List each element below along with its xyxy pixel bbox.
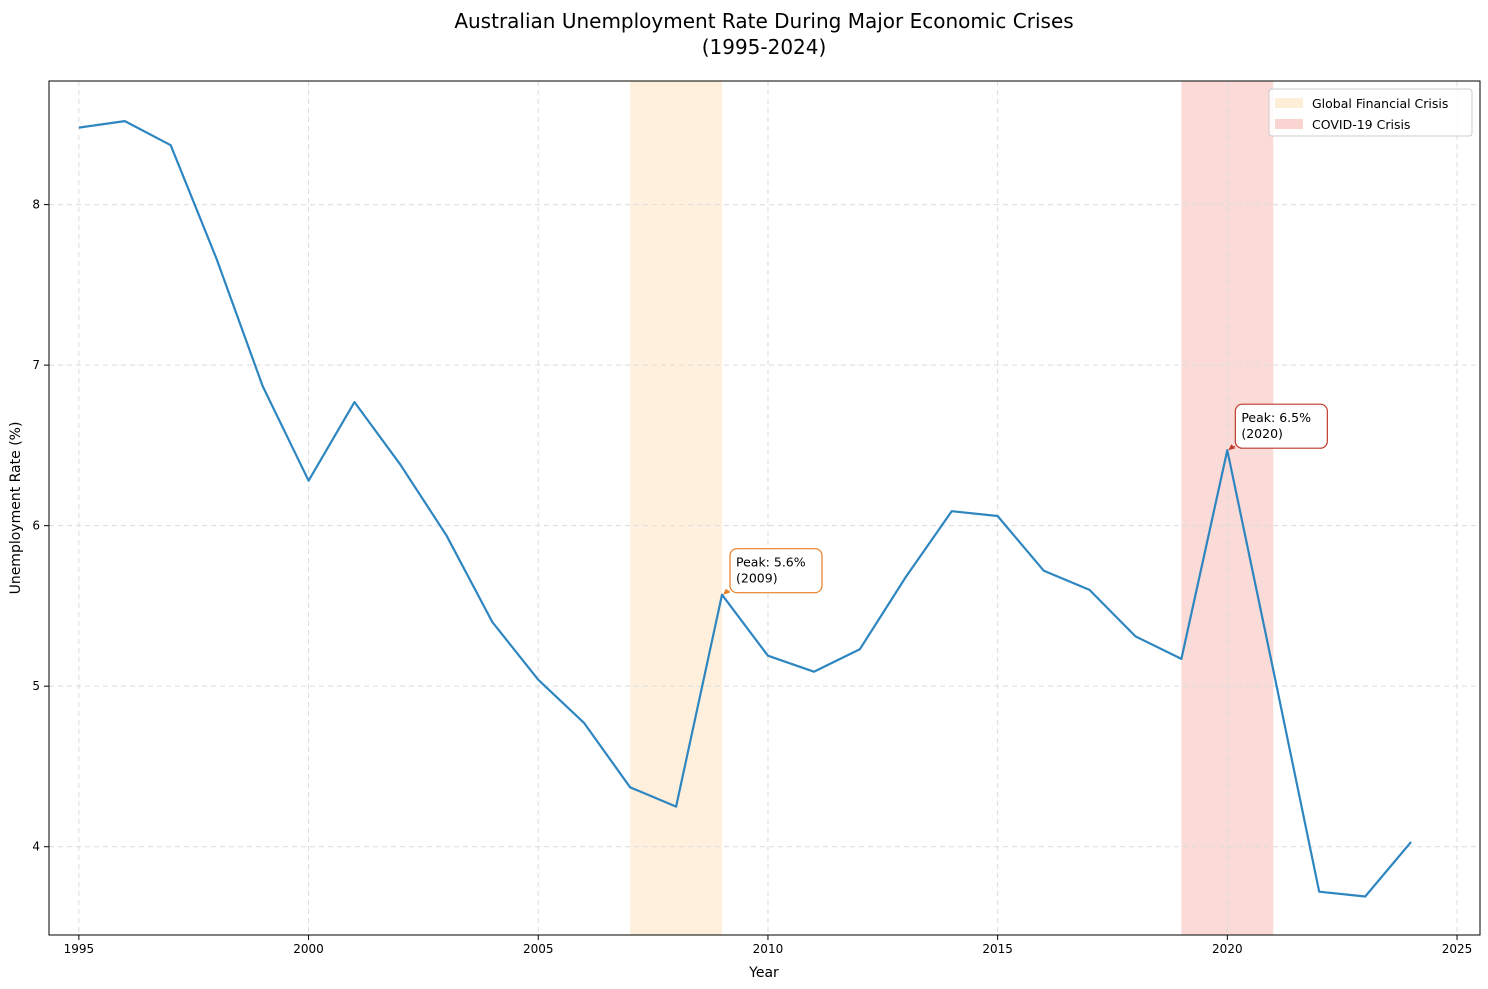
plot-frame (48, 80, 1481, 936)
y-tick-label-4: 4 (32, 840, 40, 854)
legend-label-1: Global Financial Crisis (1312, 96, 1448, 111)
x-tick-label-1995: 1995 (64, 942, 95, 956)
annotations: Peak: 5.6%(2009) Peak: 6.5%(2020) (723, 403, 1328, 595)
y-tick-label-6: 6 (32, 519, 40, 533)
peak-annotation-text-2-2: (2020) (1241, 426, 1283, 441)
x-axis-label: Year (748, 965, 779, 981)
y-tick-label-5: 5 (32, 679, 40, 693)
series-line-layer (78, 119, 1412, 898)
x-tick-label-2015: 2015 (982, 942, 1013, 956)
peak-annotation-text-1-2: (2009) (736, 571, 778, 586)
legend: Global Financial Crisis COVID-19 Crisis (1268, 88, 1473, 137)
x-tick-label-2020: 2020 (1212, 942, 1243, 956)
legend-swatch-2 (1275, 119, 1303, 129)
chart-title-line-1: Australian Unemployment Rate During Majo… (454, 9, 1073, 33)
y-axis-label: Unemployment Rate (%) (8, 422, 24, 595)
x-tick-label-2025: 2025 (1442, 942, 1473, 956)
y-tick-label-8: 8 (32, 198, 40, 212)
legend-label-2: COVID-19 Crisis (1312, 117, 1410, 132)
peak-annotation-2: Peak: 6.5%(2020) (1228, 403, 1328, 451)
series-line-1 (78, 119, 1412, 898)
peak-annotation-box-2 (1234, 403, 1328, 449)
legend-swatch-1 (1275, 98, 1303, 108)
x-tick-label-2005: 2005 (523, 942, 554, 956)
x-tick-label-2000: 2000 (293, 942, 324, 956)
chart-title-line-2: (1995-2024) (702, 35, 827, 59)
y-axis-ticks: 4 5 6 7 8 (32, 198, 49, 854)
x-axis-ticks: 1995 2000 2005 2010 2015 2020 2025 (64, 935, 1473, 956)
grid-lines (49, 81, 1480, 935)
peak-annotation-arrowhead-1 (723, 588, 731, 595)
peak-annotation-text-2-1: Peak: 6.5% (1241, 410, 1311, 425)
x-tick-label-2010: 2010 (753, 942, 784, 956)
peak-annotation-1: Peak: 5.6%(2009) (723, 548, 823, 595)
peak-annotation-text-1-1: Peak: 5.6% (736, 555, 806, 570)
peak-annotation-box-1 (729, 548, 823, 594)
crisis-spans (630, 81, 1274, 935)
peak-annotation-arrowhead-2 (1228, 444, 1236, 451)
y-tick-label-7: 7 (32, 358, 40, 372)
legend-box (1268, 88, 1473, 137)
